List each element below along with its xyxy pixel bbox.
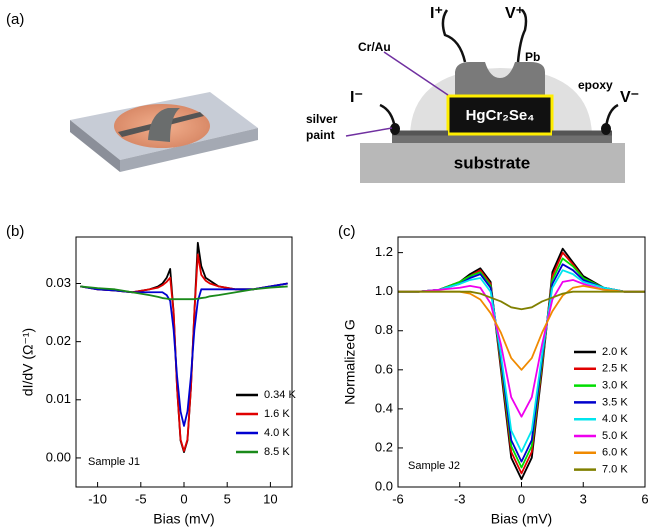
- x-tick-label: -6: [392, 491, 404, 506]
- y-tick-label: 0.02: [46, 333, 71, 348]
- panel-label: (a): [6, 11, 24, 28]
- y-tick-label: 0.4: [375, 400, 393, 415]
- legend-label: 4.0 K: [264, 427, 290, 439]
- y-axis-label: dI/dV (Ω⁻¹): [20, 328, 36, 396]
- diagram-label: substrate: [454, 153, 531, 172]
- paint-dot: [601, 123, 611, 135]
- legend-label: 6.0 K: [602, 447, 628, 459]
- y-tick-label: 0.6: [375, 361, 393, 376]
- annotation: Sample J1: [88, 456, 140, 468]
- diagram-label: epoxy: [578, 78, 613, 92]
- legend-label: 4.0 K: [602, 413, 628, 425]
- plot-frame: [75, 236, 293, 488]
- diagram-label: HgCr₂Se₄: [466, 107, 535, 124]
- diagram-label: silver: [306, 112, 338, 126]
- x-tick-label: -3: [454, 491, 466, 506]
- plot-lines: [398, 247, 645, 481]
- legend-label: 2.0 K: [602, 346, 628, 358]
- legend-label: 1.6 K: [264, 408, 290, 420]
- diagram-label: V⁻: [620, 89, 639, 106]
- panel-label: (b): [6, 223, 24, 240]
- series-line: [398, 290, 645, 311]
- series-line: [80, 285, 288, 301]
- legend-label: 0.34 K: [264, 389, 296, 401]
- pb-contacts: [455, 62, 545, 95]
- pointer: [383, 51, 449, 96]
- slab-side: [70, 120, 120, 172]
- slab-front: [120, 128, 258, 172]
- x-tick-label: 0: [180, 491, 187, 506]
- diagram-label: I⁻: [350, 89, 363, 106]
- plot-frame: [397, 236, 646, 488]
- series-line: [398, 279, 645, 418]
- wires: [379, 9, 619, 129]
- series-line: [80, 253, 288, 452]
- diagram-label: I⁺: [430, 5, 443, 22]
- device-sketch: [70, 92, 258, 172]
- y-tick-label: 0.2: [375, 439, 393, 454]
- crystal-box: [446, 94, 554, 136]
- paint-dot: [390, 123, 400, 135]
- x-tick-label: 0: [518, 491, 525, 506]
- x-tick-label: 3: [580, 491, 587, 506]
- legend-label: 5.0 K: [602, 430, 628, 442]
- base-layer: [392, 133, 612, 143]
- y-tick-label: 0.03: [46, 275, 71, 290]
- y-tick-label: 0.8: [375, 322, 393, 337]
- series-line: [398, 257, 645, 469]
- x-tick-label: -10: [88, 491, 107, 506]
- x-tick-label: 6: [641, 491, 648, 506]
- legend-label: 2.5 K: [602, 363, 628, 375]
- diagram-label: V⁺: [505, 5, 524, 22]
- series-line: [80, 241, 288, 454]
- cross-section: [345, 9, 625, 183]
- x-axis-label: Bias (mV): [491, 511, 552, 527]
- flake: [148, 108, 180, 142]
- diagram-label: Cr/Au: [358, 40, 391, 54]
- y-tick-label: 0.00: [46, 449, 71, 464]
- legend-label: 8.5 K: [264, 446, 290, 458]
- annotation: Sample J2: [408, 460, 460, 472]
- y-tick-label: 0.01: [46, 391, 71, 406]
- x-tick-label: 10: [263, 491, 277, 506]
- x-axis-label: Bias (mV): [153, 511, 214, 527]
- diagram-label: paint: [306, 128, 335, 142]
- y-tick-label: 1.2: [375, 244, 393, 259]
- plot-lines: [80, 241, 288, 454]
- x-tick-label: 5: [224, 491, 231, 506]
- series-line: [398, 269, 645, 453]
- y-tick-label: 0.0: [375, 478, 393, 493]
- legend-label: 3.5 K: [602, 396, 628, 408]
- series-line: [80, 282, 288, 427]
- y-axis-label: Normalized G: [342, 319, 358, 405]
- legend-label: 7.0 K: [602, 464, 628, 476]
- legend-label: 3.0 K: [602, 380, 628, 392]
- y-tick-label: 1.0: [375, 283, 393, 298]
- diagram-label: Pb: [525, 50, 540, 64]
- panel-label: (c): [338, 223, 356, 240]
- pointer: [345, 127, 393, 137]
- substrate-block: [360, 143, 625, 183]
- x-tick-label: -5: [135, 491, 147, 506]
